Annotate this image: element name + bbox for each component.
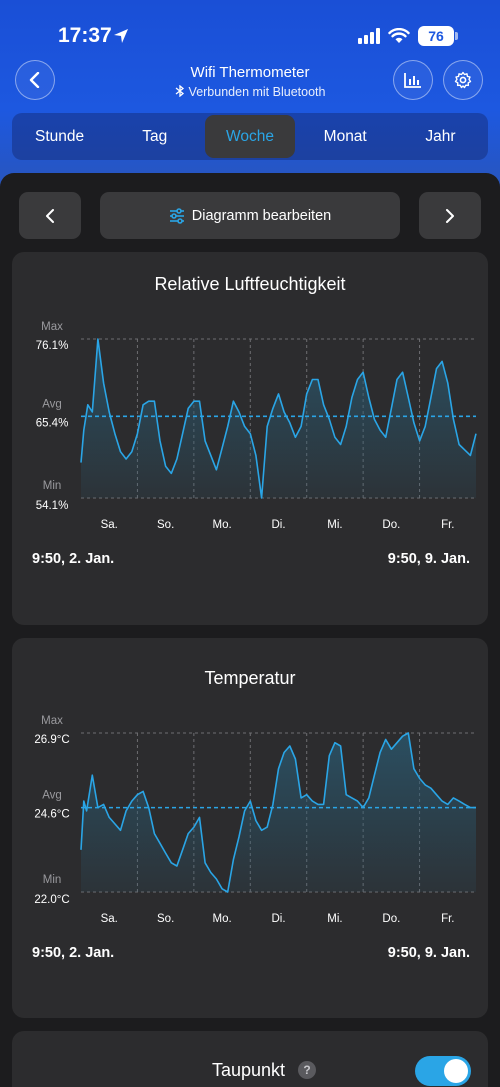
temperature-card: Temperatur Max 26.9°C Avg 24.6°C Min 22.0°C Sa… bbox=[12, 638, 488, 1018]
help-icon[interactable]: ? bbox=[298, 1061, 316, 1079]
status-time: 17:37 bbox=[58, 24, 112, 47]
connection-status: Verbunden mit Bluetooth bbox=[0, 84, 500, 99]
humidity-max-value: 76.1% bbox=[36, 340, 69, 352]
cellular-signal-icon bbox=[358, 28, 380, 44]
location-arrow-icon bbox=[114, 29, 128, 43]
chevron-right-icon bbox=[446, 208, 454, 223]
dewpoint-card bbox=[12, 1031, 488, 1087]
next-week-button[interactable] bbox=[419, 192, 481, 239]
temperature-day-label: Mi. bbox=[327, 913, 342, 925]
humidity-range-start: 9:50, 2. Jan. bbox=[32, 551, 115, 567]
temperature-chart[interactable]: Max 26.9°C Avg 24.6°C Min 22.0°C Sa. So. Mo. Di. M… bbox=[12, 638, 488, 1018]
header-background bbox=[0, 0, 500, 200]
bar-chart-icon bbox=[404, 73, 421, 88]
tab-stunde[interactable]: Stunde bbox=[12, 113, 107, 160]
humidity-card: Relative Luftfeuchtigkeit Max 76.1% Avg 65.… bbox=[12, 252, 488, 625]
temperature-day-label: Fr. bbox=[441, 913, 454, 925]
humidity-chart-title: Relative Luftfeuchtigkeit bbox=[154, 274, 346, 294]
tab-label: Woche bbox=[226, 127, 274, 145]
navigation-bar: Wifi Thermometer Verbunden mit Bluetooth bbox=[0, 58, 500, 108]
tab-jahr[interactable]: Jahr bbox=[393, 113, 488, 160]
temperature-chart-title: Temperatur bbox=[204, 668, 296, 688]
tab-label: Monat bbox=[323, 127, 367, 145]
time-range-tabs: Stunde Tag Woche Monat Jahr bbox=[12, 113, 488, 160]
previous-week-button[interactable] bbox=[19, 192, 81, 239]
temperature-range-end: 9:50, 9. Jan. bbox=[387, 945, 470, 961]
status-icons: 76 bbox=[358, 26, 458, 46]
toggle-knob bbox=[444, 1059, 468, 1083]
chevron-left-icon bbox=[46, 208, 54, 223]
sliders-icon bbox=[169, 207, 184, 224]
humidity-range-end: 9:50, 9. Jan. bbox=[387, 551, 470, 567]
temperature-avg-value: 24.6°C bbox=[34, 809, 69, 821]
battery-level: 76 bbox=[428, 28, 444, 44]
temperature-series-line bbox=[80, 732, 476, 893]
back-button[interactable] bbox=[15, 60, 55, 100]
battery-icon: 76 bbox=[418, 26, 458, 46]
temperature-area bbox=[81, 733, 476, 892]
tab-tag[interactable]: Tag bbox=[107, 113, 202, 160]
dewpoint-toggle[interactable] bbox=[415, 1056, 471, 1086]
humidity-chart[interactable]: Max 76.1% Avg 65.4% Min 54.1% Sa. So. Mo. Di. Mi. D… bbox=[12, 252, 488, 625]
temperature-day-label: So. bbox=[157, 913, 174, 925]
temperature-min-value: 22.0°C bbox=[34, 894, 69, 906]
chevron-left-icon bbox=[29, 72, 40, 88]
temperature-day-label: Sa. bbox=[101, 913, 118, 925]
humidity-min-value: 54.1% bbox=[36, 500, 69, 512]
gear-icon bbox=[454, 71, 472, 89]
humidity-day-label: So. bbox=[157, 519, 174, 531]
temperature-max-value: 26.9°C bbox=[34, 734, 69, 746]
tab-label: Stunde bbox=[35, 127, 85, 145]
humidity-area bbox=[81, 339, 476, 498]
connection-status-text: Verbunden mit Bluetooth bbox=[188, 85, 326, 99]
tab-label: Tag bbox=[142, 127, 168, 145]
humidity-day-label: Mi. bbox=[327, 519, 342, 531]
humidity-day-label: Di. bbox=[271, 519, 285, 531]
edit-chart-label: Diagramm bearbeiten bbox=[191, 207, 332, 224]
tab-woche[interactable]: Woche bbox=[202, 113, 297, 160]
bluetooth-icon bbox=[175, 84, 184, 98]
temperature-day-label: Mo. bbox=[212, 913, 231, 925]
tab-label: Jahr bbox=[425, 127, 456, 145]
edit-chart-button[interactable]: Diagramm bearbeiten bbox=[100, 192, 400, 239]
humidity-day-label: Mo. bbox=[212, 519, 231, 531]
temperature-max-label: Max bbox=[41, 715, 63, 727]
settings-button[interactable] bbox=[443, 60, 483, 100]
humidity-max-label: Max bbox=[41, 321, 63, 333]
humidity-series-line bbox=[80, 338, 477, 499]
page-title: Wifi Thermometer bbox=[190, 64, 310, 81]
humidity-min-label: Min bbox=[43, 480, 62, 492]
temperature-min-label: Min bbox=[43, 874, 62, 886]
statistics-button[interactable] bbox=[393, 60, 433, 100]
tab-monat[interactable]: Monat bbox=[298, 113, 393, 160]
temperature-day-label: Di. bbox=[271, 913, 285, 925]
humidity-avg-label: Avg bbox=[42, 398, 62, 410]
humidity-day-label: Fr. bbox=[441, 519, 454, 531]
humidity-day-label: Do. bbox=[382, 519, 400, 531]
status-bar: 17:37 76 bbox=[0, 0, 500, 70]
temperature-range-start: 9:50, 2. Jan. bbox=[32, 945, 115, 961]
temperature-day-label: Do. bbox=[382, 913, 400, 925]
temperature-avg-label: Avg bbox=[42, 790, 62, 802]
humidity-avg-value: 65.4% bbox=[36, 417, 69, 429]
wifi-icon bbox=[388, 28, 410, 43]
dewpoint-title: Taupunkt bbox=[212, 1060, 286, 1080]
humidity-day-label: Sa. bbox=[101, 519, 118, 531]
